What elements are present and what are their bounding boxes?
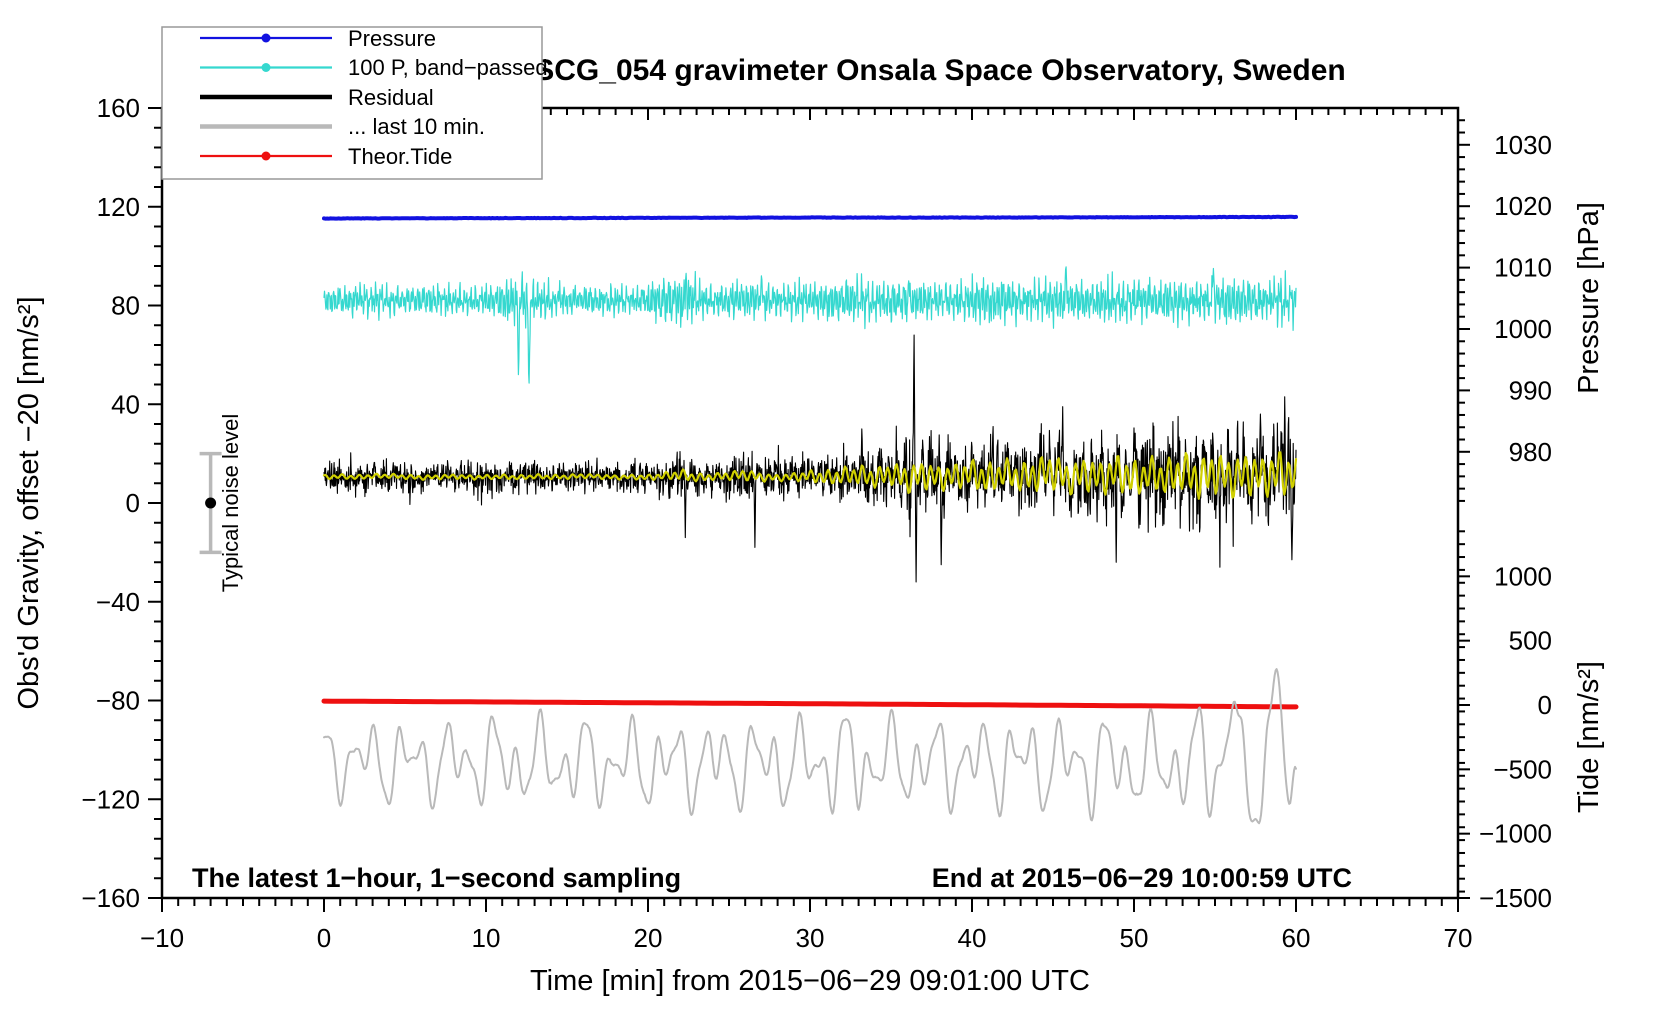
axis-tick-label: −1500 bbox=[1479, 883, 1552, 913]
series-theoretical-tide bbox=[321, 698, 1299, 710]
axis-tick-label: −120 bbox=[81, 784, 140, 814]
axis-tick-label: 40 bbox=[958, 923, 987, 953]
axis-tick-label: 1020 bbox=[1494, 191, 1552, 221]
legend-label-last10min: ... last 10 min. bbox=[348, 114, 485, 139]
legend-label-theortide: Theor.Tide bbox=[348, 144, 452, 169]
axis-tick-label: 10 bbox=[472, 923, 501, 953]
legend-box bbox=[161, 26, 543, 180]
axis-tick-label: −1000 bbox=[1479, 819, 1552, 849]
series-pressure bbox=[322, 214, 1298, 221]
series-residual-last-10min bbox=[323, 668, 1297, 825]
x-axis-title: Time [min] from 2015−06−29 09:01:00 UTC bbox=[530, 965, 1090, 997]
series-pressure-bandpassed bbox=[323, 266, 1297, 384]
axis-tick-label: 40 bbox=[111, 389, 140, 419]
gravity-axis-title: Obs'd Gravity, offset −20 [nm/s²] bbox=[13, 296, 45, 709]
legend-swatches bbox=[200, 33, 332, 161]
axis-tick-label: 980 bbox=[1509, 437, 1552, 467]
tide-axis-title: Tide [nm/s²] bbox=[1573, 661, 1605, 813]
axis-tick-label: 990 bbox=[1509, 375, 1552, 405]
axis-tick-label: 20 bbox=[634, 923, 663, 953]
axis-tick-label: 0 bbox=[126, 488, 140, 518]
axis-tick-label: −160 bbox=[81, 883, 140, 913]
noise-marker-layer bbox=[199, 451, 222, 555]
axis-tick-label: 80 bbox=[111, 291, 140, 321]
series-residual-smoothed bbox=[322, 451, 1298, 500]
axis-tick-label: 1000 bbox=[1494, 314, 1552, 344]
legend-label-pressure: Pressure bbox=[348, 26, 436, 51]
axis-tick-label: 30 bbox=[796, 923, 825, 953]
legend-label-bandpassed: 100 P, band−passed bbox=[348, 55, 548, 80]
noise-level-label: Typical noise level bbox=[218, 414, 243, 593]
pressure-axis-title: Pressure [hPa] bbox=[1573, 202, 1605, 394]
legend: Pressure 100 P, band−passed Residual ...… bbox=[161, 26, 548, 180]
axis-tick-label: 60 bbox=[1282, 923, 1311, 953]
series-residual bbox=[323, 334, 1297, 583]
axis-tick-label: 1010 bbox=[1494, 253, 1552, 283]
axis-tick-label: 120 bbox=[97, 192, 140, 222]
axis-tick-label: −500 bbox=[1493, 754, 1552, 784]
axis-tick-label: −10 bbox=[140, 923, 184, 953]
end-time-annotation: End at 2015−06−29 10:00:59 UTC bbox=[932, 863, 1352, 893]
axis-tick-label: 0 bbox=[1538, 690, 1552, 720]
legend-sample-dot-0 bbox=[261, 33, 271, 43]
plot-title: SCG_054 gravimeter Onsala Space Observat… bbox=[534, 54, 1346, 87]
axis-tick-label: −80 bbox=[96, 686, 140, 716]
series-layer bbox=[321, 214, 1299, 825]
axis-tick-label: 50 bbox=[1120, 923, 1149, 953]
sampling-annotation: The latest 1−hour, 1−second sampling bbox=[192, 863, 681, 893]
axis-tick-label: 0 bbox=[317, 923, 331, 953]
axis-tick-label: −40 bbox=[96, 587, 140, 617]
noise-marker-dot bbox=[205, 497, 217, 509]
axes-layer: −10 0 10 20 30 40 50 60 7016012080400−40−80−120−… bbox=[81, 93, 1552, 953]
legend-sample-dot-1 bbox=[261, 63, 271, 72]
legend-sample-dot-4 bbox=[261, 151, 271, 161]
legend-label-residual: Residual bbox=[348, 85, 434, 110]
axis-tick-label: 70 bbox=[1444, 923, 1473, 953]
axis-tick-label: 1030 bbox=[1494, 130, 1552, 160]
axis-tick-label: 1000 bbox=[1494, 561, 1552, 591]
axis-tick-label: 500 bbox=[1509, 626, 1552, 656]
axis-tick-label: 160 bbox=[97, 93, 140, 123]
